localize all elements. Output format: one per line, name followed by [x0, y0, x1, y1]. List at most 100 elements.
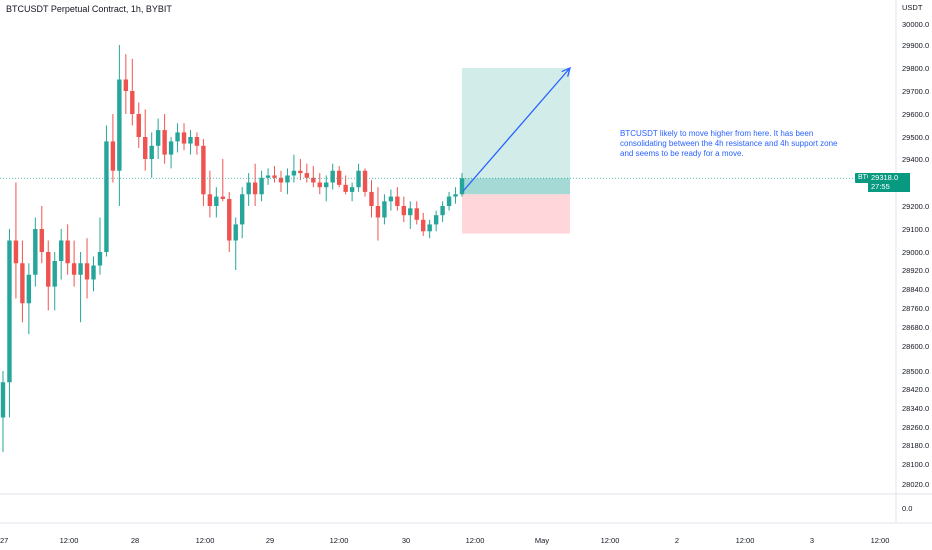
candle-body [149, 145, 154, 159]
x-tick-label: 3 [810, 536, 814, 545]
candle-body [246, 182, 251, 195]
candle-body [446, 196, 452, 206]
candle-body [233, 224, 238, 241]
candle-body [285, 175, 290, 183]
last-price-value: 29318.0 [871, 173, 899, 182]
x-tick-label: 12:00 [601, 536, 620, 545]
candle-body [304, 173, 310, 178]
candle-body [117, 79, 122, 171]
candle-body [201, 145, 206, 195]
y-tick-label: 29800.0 [902, 64, 929, 73]
candle-body [13, 240, 19, 264]
candle-body [136, 114, 141, 137]
candle-body [433, 215, 439, 225]
candle-body [175, 132, 180, 142]
candle-body [421, 219, 426, 232]
x-tick-label: May [535, 536, 549, 545]
candle-body [155, 130, 161, 146]
candle-body [265, 175, 271, 178]
candle-body [123, 79, 129, 91]
candle-body [414, 208, 419, 220]
candle-body [336, 170, 342, 185]
chart-title: BTCUSDT Perpetual Contract, 1h, BYBIT [6, 4, 172, 14]
candle-body [65, 240, 70, 264]
x-tick-label: 12:00 [736, 536, 755, 545]
candle-body [252, 182, 258, 195]
candle-body [453, 194, 458, 197]
y-tick-label: 29400.0 [902, 155, 929, 164]
x-tick-label: 27 [0, 536, 8, 545]
candle-body [440, 206, 445, 216]
candle-body [272, 175, 277, 178]
candle-body [52, 261, 57, 287]
candle-body [181, 132, 187, 144]
candle-body [317, 182, 322, 188]
y-tick-label: 28100.0 [902, 460, 929, 469]
candle-body [311, 177, 316, 183]
x-tick-label: 29 [266, 536, 274, 545]
candle-body [130, 91, 135, 114]
candle-body [0, 382, 6, 418]
candle-body [369, 191, 374, 206]
candle-body [20, 263, 25, 304]
candle-body [78, 263, 83, 275]
y-tick-label: 29000.0 [902, 248, 929, 257]
candle-body [71, 263, 77, 275]
y-tick-label: 28840.0 [902, 285, 929, 294]
projection-arrow [462, 67, 571, 192]
candle-body [239, 194, 245, 225]
y-tick-label: 28340.0 [902, 404, 929, 413]
candle-body [375, 206, 381, 218]
candle-body [214, 196, 219, 206]
candle-body [97, 252, 103, 266]
x-tick-label: 30 [402, 536, 410, 545]
y-tick-label: 29200.0 [902, 202, 929, 211]
candle-body [46, 252, 51, 287]
x-tick-label: 12:00 [466, 536, 485, 545]
x-tick-label: 28 [131, 536, 139, 545]
last-price-tag: 29318.0 27:55 [868, 173, 910, 192]
candle-body [395, 196, 400, 206]
y-tick-label: 29500.0 [902, 133, 929, 142]
candle-body [110, 141, 116, 171]
candle-body [39, 229, 44, 252]
y-tick-label: 29100.0 [902, 225, 929, 234]
candle-body [382, 201, 387, 218]
profit-zone-filled [462, 178, 570, 195]
x-tick-label: 12:00 [196, 536, 215, 545]
y-tick-label: 29700.0 [902, 87, 929, 96]
candle-body [298, 170, 303, 174]
y-tick-label: 28760.0 [902, 304, 929, 313]
y-tick-label: 28020.0 [902, 480, 929, 489]
candle-body [349, 187, 355, 192]
candle-body [207, 194, 213, 206]
candle-body [291, 170, 297, 176]
candle-body [356, 170, 361, 188]
loss-zone [462, 194, 570, 234]
y-tick-label: 0.0 [902, 504, 912, 513]
y-tick-label: 28260.0 [902, 423, 929, 432]
y-tick-label: 30000.0 [902, 20, 929, 29]
candle-body [84, 263, 90, 280]
bar-countdown: 27:55 [871, 182, 890, 191]
projection-arrow-head [561, 66, 571, 77]
x-tick-label: 12:00 [60, 536, 79, 545]
y-tick-label: 28680.0 [902, 323, 929, 332]
candle-body [401, 206, 407, 216]
x-tick-label: 2 [675, 536, 679, 545]
y-tick-label: 29600.0 [902, 110, 929, 119]
candle-body [388, 196, 394, 202]
candle-body [362, 170, 368, 192]
candle-body [91, 265, 96, 280]
candle-body [259, 177, 264, 195]
candle-body [330, 170, 335, 183]
candle-body [26, 274, 32, 304]
candle-body [188, 137, 193, 144]
y-tick-label: 28180.0 [902, 441, 929, 450]
candle-body [168, 141, 174, 155]
candle-body [427, 224, 432, 232]
y-tick-label: 28500.0 [902, 367, 929, 376]
y-tick-label: 28600.0 [902, 342, 929, 351]
x-tick-label: 12:00 [871, 536, 890, 545]
